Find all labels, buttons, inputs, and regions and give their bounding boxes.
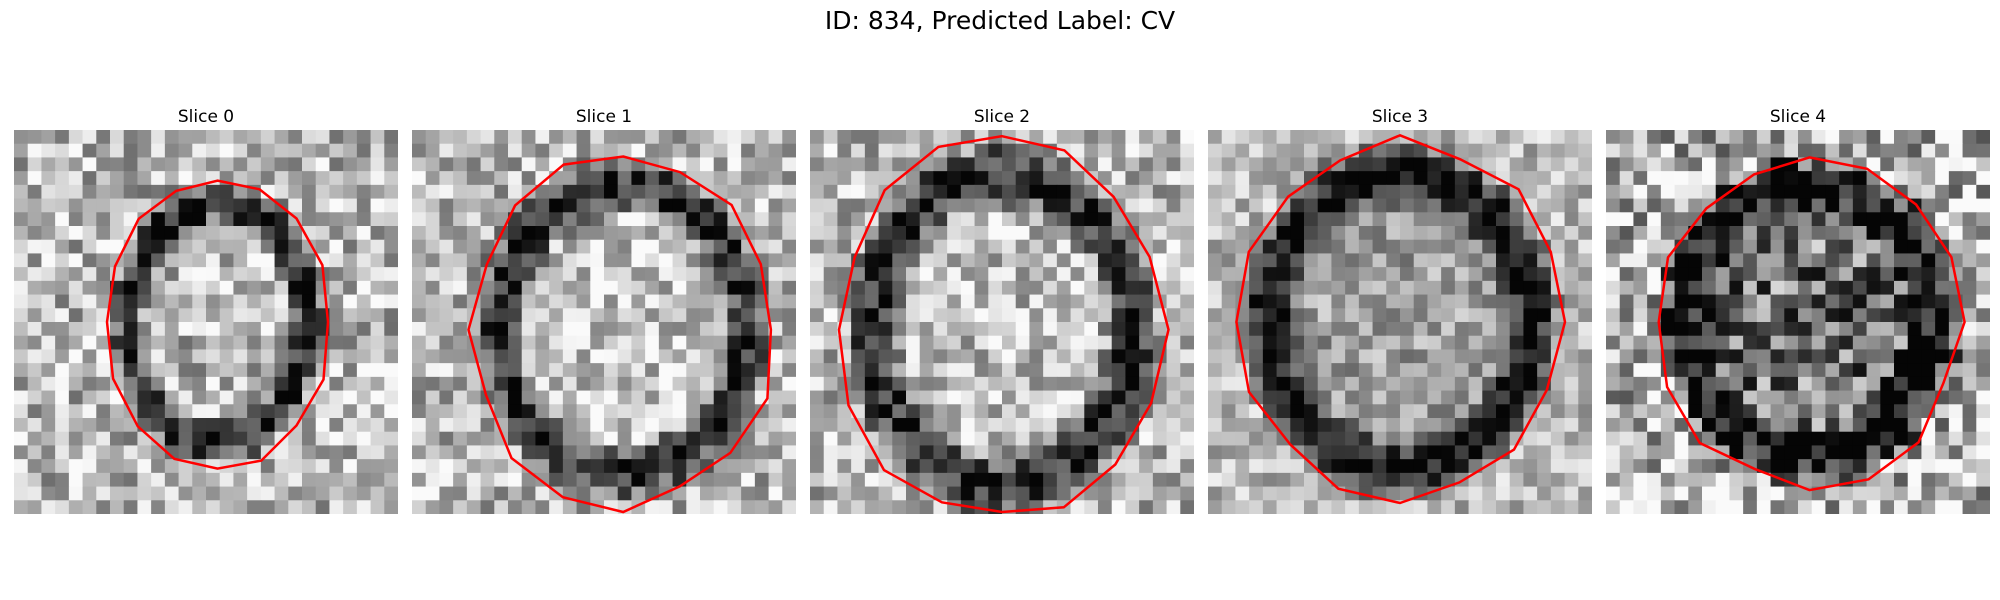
slice-panel-2: Slice 2 [810, 105, 1194, 514]
slice-panel-0: Slice 0 [14, 105, 398, 514]
slice-image-2 [810, 130, 1194, 514]
figure-title: ID: 834, Predicted Label: CV [824, 6, 1176, 35]
slice-title-1: Slice 1 [575, 107, 633, 127]
slice-title-2: Slice 2 [973, 107, 1031, 127]
segmentation-contour [837, 134, 1170, 514]
slice-panel-1: Slice 1 [412, 105, 796, 514]
slice-title-0: Slice 0 [177, 107, 235, 127]
slice-image-0 [14, 130, 398, 514]
slice-image-1 [412, 130, 796, 514]
segmentation-contour [1657, 156, 1966, 492]
slice-image-4 [1606, 130, 1990, 514]
segmentation-contour [1235, 133, 1567, 505]
segmentation-contour [105, 179, 330, 470]
slice-panel-4: Slice 4 [1606, 105, 1990, 514]
segmentation-contour [467, 155, 773, 514]
slice-image-3 [1208, 130, 1592, 514]
slice-panel-3: Slice 3 [1208, 105, 1592, 514]
slice-title-3: Slice 3 [1371, 107, 1429, 127]
slice-title-4: Slice 4 [1769, 107, 1827, 127]
